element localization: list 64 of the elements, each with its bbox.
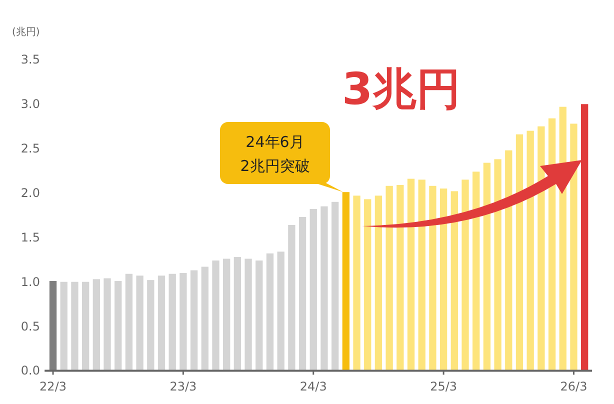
bar xyxy=(158,276,166,371)
bar xyxy=(396,184,404,371)
bar xyxy=(256,260,263,371)
bar xyxy=(418,180,426,371)
bar xyxy=(190,270,198,371)
bar xyxy=(136,276,144,371)
bar xyxy=(298,216,306,371)
bar xyxy=(71,282,78,371)
y-tick-label: 1.5 xyxy=(20,230,40,244)
bar xyxy=(450,191,458,371)
bar xyxy=(125,274,133,371)
bar xyxy=(353,196,360,371)
bar xyxy=(147,280,154,371)
bar xyxy=(244,258,252,371)
x-tick-label: 25/3 xyxy=(430,380,458,394)
bar xyxy=(516,134,524,371)
y-tick-label: 3.5 xyxy=(20,52,40,67)
bar xyxy=(310,208,317,371)
bar xyxy=(472,172,480,371)
annotation: 3兆円 xyxy=(342,64,461,115)
bar xyxy=(212,260,220,371)
bar xyxy=(49,280,57,371)
bar xyxy=(462,180,469,371)
bar xyxy=(114,280,122,371)
bar xyxy=(440,188,448,371)
y-tick-label: 0.5 xyxy=(20,319,40,334)
bar xyxy=(82,282,90,371)
y-tick-label: 0.0 xyxy=(20,364,40,378)
x-tick-label: 26/3 xyxy=(560,380,588,394)
bar xyxy=(526,130,534,371)
bar xyxy=(570,124,578,371)
y-tick-label: 1.0 xyxy=(20,274,40,289)
bar xyxy=(234,256,242,371)
bar xyxy=(494,159,502,371)
x-tick-label: 24/3 xyxy=(300,380,327,394)
bar xyxy=(386,186,393,371)
x-tick-label: 22/3 xyxy=(40,380,66,394)
y-tick-label: 3.0 xyxy=(20,97,40,112)
y-tick-label: 2.5 xyxy=(20,142,40,156)
bar xyxy=(429,186,436,371)
x-tick-label: 23/3 xyxy=(170,380,197,394)
bar xyxy=(223,258,230,371)
bar xyxy=(505,150,512,371)
bar xyxy=(104,278,111,371)
bar xyxy=(364,199,372,371)
bar xyxy=(342,192,350,371)
annotation: 24年6月 2兆円突破 xyxy=(240,133,310,175)
bar xyxy=(201,266,208,371)
bar xyxy=(180,272,187,371)
bar xyxy=(266,253,274,371)
y-axis-title: (兆円) xyxy=(12,26,40,38)
y-tick-label: 2.0 xyxy=(20,186,40,200)
bar xyxy=(60,282,68,371)
bar xyxy=(407,178,415,371)
bar xyxy=(580,104,588,371)
bar xyxy=(320,206,328,371)
bar xyxy=(288,224,296,371)
bar xyxy=(483,162,491,371)
bar xyxy=(331,202,339,371)
bar xyxy=(374,196,382,371)
bar xyxy=(168,274,176,371)
bar xyxy=(277,252,284,371)
bar xyxy=(92,279,100,371)
bar xyxy=(538,126,545,371)
